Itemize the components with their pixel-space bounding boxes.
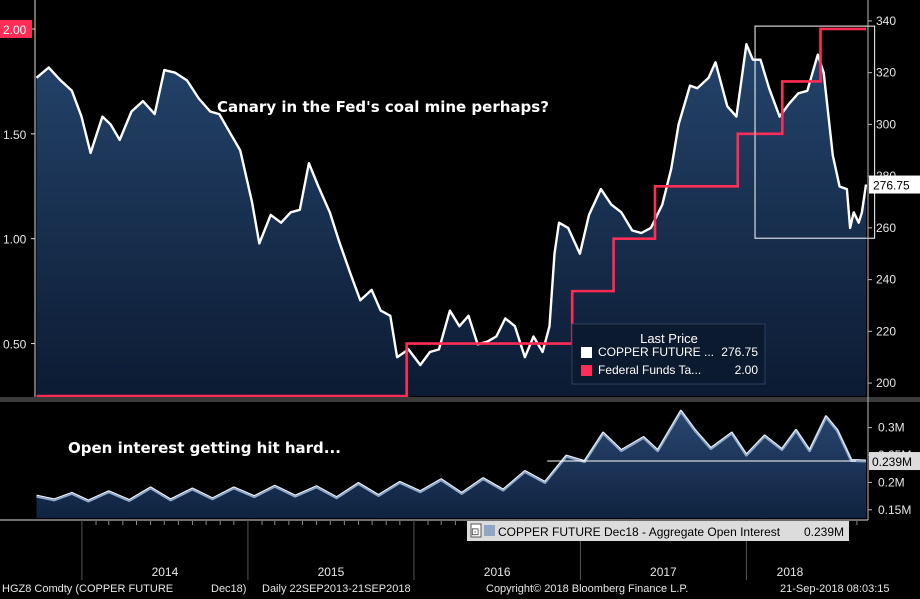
legend-entry-name: COPPER FUTURE ... <box>598 345 714 359</box>
bottom-panel-annotation: Open interest getting hit hard... <box>68 439 341 457</box>
oi-last-box <box>869 452 920 471</box>
x-tick-label-2014: 2014 <box>152 565 179 579</box>
legend-swatch <box>581 347 592 358</box>
legend-title: Last Price <box>640 331 698 346</box>
x-tick-label-2015: 2015 <box>318 565 345 579</box>
legend-entry-value: 2.00 <box>735 363 759 377</box>
oi-legend-value: 0.239M <box>804 525 844 539</box>
oi-legend-swatch <box>484 525 495 536</box>
oi-legend-name: COPPER FUTURE Dec18 - Aggregate Open Int… <box>498 525 781 539</box>
copper-area <box>36 44 867 518</box>
y-right-tick-label-300: 300 <box>876 117 896 131</box>
oi-legend-box <box>467 521 849 541</box>
y-right-tick-label-240: 240 <box>876 273 896 287</box>
last-price-label: 276.75 <box>873 179 910 193</box>
footer-ticker: HGZ8 Comdty (COPPER FUTURE <box>2 583 174 595</box>
legend-entry-name: Federal Funds Ta... <box>598 363 701 377</box>
footer-period: Daily 22SEP2013-21SEP2018 <box>262 583 411 595</box>
oi-line <box>36 409 867 503</box>
legend-entry-value: 276.75 <box>721 345 758 359</box>
oi-line-overlay <box>36 409 867 501</box>
oi-legend-checkbox <box>470 523 482 538</box>
copper-price-line <box>35 43 868 367</box>
oi-tick-label-0.2M: 0.2M <box>878 475 905 489</box>
oi-area-fill <box>36 411 867 518</box>
y-right-tick-label-260: 260 <box>876 221 896 235</box>
footer-contract: Dec18) <box>211 583 247 595</box>
y-right-tick-label-320: 320 <box>876 66 896 80</box>
last-price-box <box>869 175 920 194</box>
y-left-tick-label-2.00: 2.00 <box>3 23 27 37</box>
x-tick-label-2018: 2018 <box>777 565 804 579</box>
series-lines <box>35 25 876 503</box>
y-left-tick-label-0.50: 0.50 <box>3 338 27 352</box>
highlight-box <box>754 25 876 239</box>
y-left-highlight-box <box>0 19 32 38</box>
y-left-tick-label-1.50: 1.50 <box>3 128 27 142</box>
legend-swatch <box>581 365 592 376</box>
chart-canvas: 2014201520162017201820022024026028030032… <box>0 0 920 580</box>
fed-funds-step-line <box>36 27 866 398</box>
top-legend-box <box>571 323 766 385</box>
oi-last-label: 0.239M <box>872 455 912 469</box>
y-left-tick-label-1.00: 1.00 <box>3 233 27 247</box>
y-right-tick-label-220: 220 <box>876 324 896 338</box>
oi-tick-label-0.3M: 0.3M <box>878 421 905 435</box>
oi-tick-label-0.15M: 0.15M <box>878 503 911 517</box>
panel-divider <box>0 397 920 402</box>
x-tick-label-2017: 2017 <box>650 565 677 579</box>
footer-bar: HGZ8 Comdty (COPPER FUTURE Dec18) Daily … <box>0 580 920 599</box>
copper-area-fill <box>36 44 867 396</box>
x-tick-label-2016: 2016 <box>484 565 511 579</box>
y-right-tick-label-340: 340 <box>876 14 896 28</box>
top-panel-annotation: Canary in the Fed's coal mine perhaps? <box>217 98 549 116</box>
footer-copyright: Copyright© 2018 Bloomberg Finance L.P. <box>486 583 689 595</box>
y-right-tick-label-200: 200 <box>876 376 896 390</box>
footer-timestamp: 21-Sep-2018 08:03:15 <box>780 583 890 595</box>
oi-legend-icon: ⊡ <box>471 527 479 538</box>
